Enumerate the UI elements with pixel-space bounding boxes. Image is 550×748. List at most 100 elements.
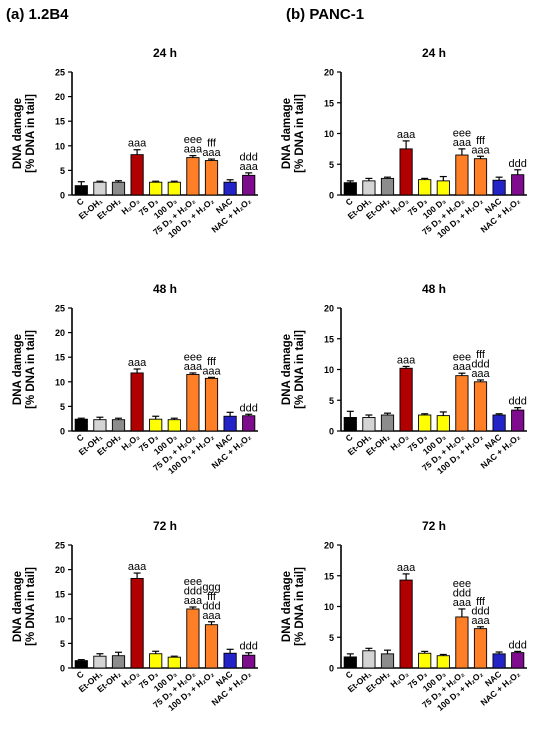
bar-4 [130, 154, 144, 196]
bar-8 [473, 158, 488, 196]
x-tick-label: H₂O₂ [119, 432, 141, 453]
bar-4 [130, 578, 144, 669]
x-tick-label: H₂O₂ [388, 432, 410, 453]
x-tick-label: C [343, 432, 354, 444]
bar-8 [204, 624, 219, 669]
panel-label-a: (a) 1.2B4 [6, 6, 69, 23]
bar-9 [223, 181, 237, 196]
significance-label: ddd [471, 605, 489, 617]
bar-10 [511, 409, 525, 432]
bar-10 [242, 654, 256, 669]
bar-4 [130, 372, 144, 432]
significance-label: fff [476, 135, 486, 147]
bar-5 [418, 414, 432, 432]
significance-label: ddd [202, 600, 220, 612]
bar-7 [186, 608, 200, 669]
y-axis-label-line2: [% DNA in tail] [25, 330, 37, 409]
bar-9 [492, 179, 506, 196]
significance-label: aaa [184, 144, 203, 156]
x-tick-label: H₂O₂ [119, 669, 141, 690]
significance-label: eee [453, 127, 471, 139]
chart-a-1: 24 h DNA damage [% DNA in tail] 0 5 10 15 20 25 C… [12, 46, 259, 240]
bar-2 [93, 655, 107, 669]
bar-6 [167, 656, 181, 669]
bar-5 [418, 179, 432, 196]
significance-label: eee [184, 576, 202, 588]
bar-4 [399, 148, 413, 196]
bar-10 [242, 174, 256, 196]
chart-title: 24 h [153, 46, 177, 60]
significance-label: fff [476, 596, 486, 608]
y-tick-label: 15 [324, 334, 334, 344]
y-axis-label-line1: DNA damage [281, 571, 293, 642]
bar-1 [74, 185, 88, 196]
significance-label: aaa [184, 361, 203, 373]
bar-4 [399, 579, 413, 669]
bar-8 [204, 377, 219, 432]
significance-label: aaa [397, 129, 416, 141]
significance-label: aaa [471, 368, 490, 380]
y-tick-label: 5 [60, 402, 65, 412]
x-tick-label: H₂O₂ [119, 196, 141, 217]
bar-6 [167, 419, 181, 432]
significance-label: aaa [128, 357, 147, 369]
significance-label: aaa [471, 615, 490, 627]
bar-5 [149, 181, 163, 196]
y-tick-label: 20 [324, 304, 334, 314]
significance-label: fff [207, 591, 217, 603]
panel-label-b: (b) PANC-1 [286, 6, 365, 23]
bar-3 [380, 414, 395, 432]
significance-label: ddd [453, 587, 471, 599]
chart-a-3: 72 h DNA damage [% DNA in tail] 0 5 10 15 20 25 C… [12, 519, 258, 713]
bar-7 [455, 154, 469, 196]
y-tick-label: 20 [324, 68, 334, 78]
y-axis-label-line2: [% DNA in tail] [294, 330, 306, 409]
y-tick-label: 0 [329, 664, 334, 674]
bar-9 [223, 415, 237, 432]
bar-1 [74, 660, 88, 669]
y-tick-label: 0 [60, 427, 65, 437]
bar-3 [380, 653, 395, 669]
y-tick-label: 10 [324, 129, 334, 139]
y-axis-label-line1: DNA damage [12, 98, 24, 169]
bar-2 [93, 419, 107, 432]
y-tick-label: 15 [324, 98, 334, 108]
bar-2 [362, 417, 376, 432]
y-tick-label: 10 [55, 141, 65, 151]
bar-9 [492, 414, 506, 432]
y-tick-label: 5 [329, 160, 334, 170]
y-tick-label: 10 [324, 365, 334, 375]
chart-title: 48 h [422, 282, 446, 296]
bar-6 [436, 655, 450, 669]
y-tick-label: 10 [55, 614, 65, 624]
bar-1 [343, 182, 357, 196]
significance-label: fff [476, 349, 486, 361]
y-axis-label-line1: DNA damage [281, 98, 293, 169]
bar-5 [149, 653, 163, 669]
x-tick-label: C [74, 432, 85, 444]
y-axis-label-line2: [% DNA in tail] [25, 567, 37, 646]
y-axis-label-line1: DNA damage [12, 571, 24, 642]
y-axis-label-line2: [% DNA in tail] [294, 567, 306, 646]
y-tick-label: 0 [329, 427, 334, 437]
significance-label: eee [453, 352, 471, 364]
bar-8 [473, 381, 488, 432]
x-tick-label: C [74, 196, 85, 208]
chart-title: 72 h [422, 519, 446, 533]
y-axis-label-line2: [% DNA in tail] [25, 94, 37, 173]
significance-label: ddd [509, 396, 527, 408]
x-tick-label: H₂O₂ [388, 669, 410, 690]
y-tick-label: 15 [324, 571, 334, 581]
significance-label: aaa [453, 137, 472, 149]
bar-8 [204, 160, 219, 196]
bar-3 [111, 181, 126, 196]
y-tick-label: 10 [324, 602, 334, 612]
significance-label: ddd [471, 358, 489, 370]
significance-label: aaa [471, 144, 490, 156]
chart-title: 24 h [422, 46, 446, 60]
y-tick-label: 25 [55, 541, 65, 551]
y-tick-label: 5 [60, 639, 65, 649]
